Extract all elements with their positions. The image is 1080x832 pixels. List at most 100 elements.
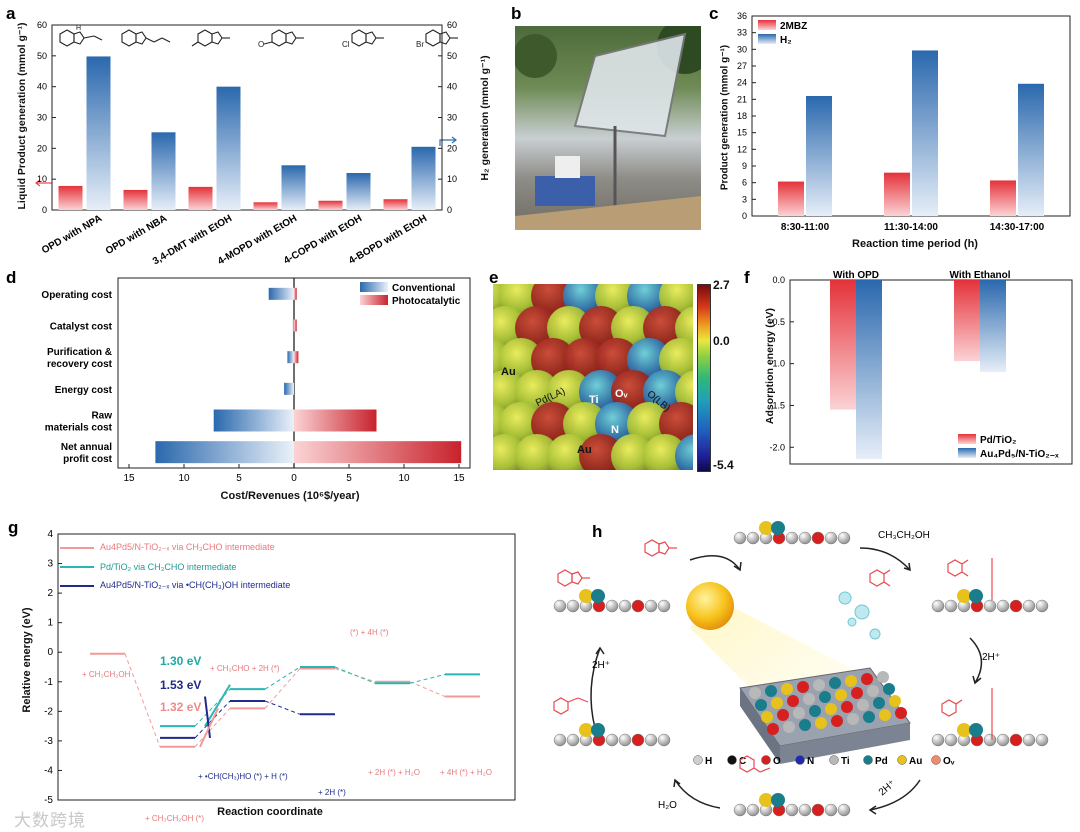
bar-a-liquid-3 [253, 202, 278, 210]
panel-e: e Au Pd(LA) Ti Oᵥ O(LB) N Au 2.7 0.0 -5.… [485, 268, 740, 473]
barrier-label-2: 1.53 eV [160, 678, 202, 692]
ytick-label-left-2: 20 [37, 143, 47, 153]
slab-atom-3-8 [895, 707, 907, 719]
ytick-label-left-6: 60 [37, 20, 47, 30]
teal-path-link-3 [334, 666, 376, 684]
ytick-label-g-0: 4 [47, 529, 53, 540]
bar-c-h2-0 [806, 96, 832, 216]
surface-atom-1-6 [631, 599, 645, 613]
legend-swatch-f-1 [958, 448, 976, 458]
barrier-label-3: 1.32 eV [160, 700, 202, 714]
ytick-label-left-1: 10 [37, 174, 47, 184]
bar-d-photocatalytic-2 [294, 351, 299, 364]
atom-legend-label-0: H [705, 756, 712, 767]
bar-c-h2-2 [1018, 83, 1044, 217]
slab-atom-1-2 [787, 695, 799, 707]
g-legend-item-3: Au4Pd5/N-TiO₂₋ₓ via •CH(CH₃)OH intermedi… [60, 576, 290, 595]
ytick-label-c-11: 33 [737, 28, 747, 38]
surface-au-3 [957, 723, 971, 737]
pink-path-link-5 [409, 681, 446, 698]
surface-atom-3-7 [1022, 733, 1036, 747]
ytick-label-c-1: 3 [742, 194, 747, 204]
atom-legend-swatch-0 [693, 755, 703, 765]
surface-au-5 [759, 793, 773, 807]
bar-d-conventional-3 [284, 382, 294, 395]
bar-f-aupd-0 [856, 280, 882, 459]
bar-d-conventional-4 [213, 409, 294, 432]
teal-path-link-4 [409, 673, 446, 684]
colorbar-mid: 0.0 [713, 334, 730, 348]
atom-legend-label-3: N [807, 756, 814, 767]
surface-pd-3 [969, 723, 983, 737]
surface-atom-0-8 [837, 531, 851, 545]
surface-atom-5-7 [824, 803, 838, 817]
bar-a-h2-1 [151, 132, 176, 210]
slab-atom-0-3 [797, 681, 809, 693]
atom-legend-swatch-7 [931, 755, 941, 765]
slab-atom-1-0 [755, 699, 767, 711]
xtick-label-a-0: OPD with NPA [40, 213, 104, 256]
cycle-arrows [590, 547, 983, 815]
xtick-label-c-0: 8:30-11:00 [781, 222, 830, 233]
sun-icon [686, 582, 734, 630]
slab-atom-1-8 [883, 683, 895, 695]
pink-path-link-1 [124, 653, 161, 747]
slab-atom-3-1 [783, 721, 795, 733]
ytick-label-g-2: 2 [47, 588, 53, 599]
surface-atom-5-8 [837, 803, 851, 817]
g-legend: Au4Pd5/N-TiO₂₋ₓ via CH₃CHO intermediate … [60, 538, 290, 595]
surface-atom-3-1 [944, 733, 958, 747]
ytick-label-f-0: 0.0 [772, 275, 785, 285]
xtick-label-a-1: OPD with NBA [104, 213, 169, 257]
surface-atom-4-5 [618, 733, 632, 747]
ytick-label-f-1: -0.5 [769, 317, 785, 327]
ytick-label-c-6: 18 [737, 111, 747, 121]
solar-reactor-photo [515, 26, 701, 230]
slab-atom-2-6 [857, 699, 869, 711]
slab-atom-1-3 [803, 693, 815, 705]
bar-f-aupd-1 [980, 280, 1006, 372]
panel-label-a: a [6, 4, 16, 23]
slab-atom-2-3 [809, 705, 821, 717]
state-label-4: (*) + 4H (*) [350, 628, 389, 637]
legend-swatch-c-1 [758, 34, 776, 44]
colorbar-min: -5.4 [713, 458, 734, 472]
barrier-arrow-navy [204, 696, 211, 739]
state-label-5: + 2H (*) [318, 788, 346, 797]
slab-atom-0-5 [829, 677, 841, 689]
ytick-label-c-4: 12 [737, 144, 747, 154]
bar-a-h2-4 [346, 173, 371, 210]
panel-label-d: d [6, 268, 17, 287]
category-label-d-1-0: Catalyst cost [50, 322, 113, 333]
ytick-label-left-4: 40 [37, 82, 47, 92]
legend-swatch-d-0 [360, 282, 388, 292]
atom-label-ov: Oᵥ [615, 388, 628, 400]
surface-atom-0-1 [746, 531, 760, 545]
surface-atom-3-0 [931, 733, 945, 747]
surface-atom-0-5 [798, 531, 812, 545]
g-ylabel: Relative energy (eV) [21, 607, 33, 713]
slab-atom-1-7 [867, 685, 879, 697]
surface-atom-4-7 [644, 733, 658, 747]
slab-atom-1-4 [819, 691, 831, 703]
surface-pd-0 [771, 521, 785, 535]
intermediate-molecules [553, 539, 993, 773]
surface-atom-5-1 [746, 803, 760, 817]
surface-atom-5-6 [811, 803, 825, 817]
slab-atom-1-6 [851, 687, 863, 699]
surface-atom-3-8 [1035, 733, 1049, 747]
h-label-2h-1: 2H⁺ [592, 660, 610, 671]
surface-atom-2-5 [996, 599, 1010, 613]
atom-label-au-1: Au [501, 366, 516, 378]
slab-atom-3-3 [815, 717, 827, 729]
surface-au-2 [957, 589, 971, 603]
bar-d-conventional-5 [155, 441, 294, 464]
g-legend-line-3 [60, 584, 94, 587]
category-label-d-5-1: profit cost [63, 454, 113, 465]
category-label-f-1: With Ethanol [949, 270, 1010, 281]
ytick-label-c-10: 30 [737, 44, 747, 54]
ytick-label-right-6: 60 [447, 20, 457, 30]
slab-atom-0-1 [765, 685, 777, 697]
colorbar [697, 284, 711, 472]
